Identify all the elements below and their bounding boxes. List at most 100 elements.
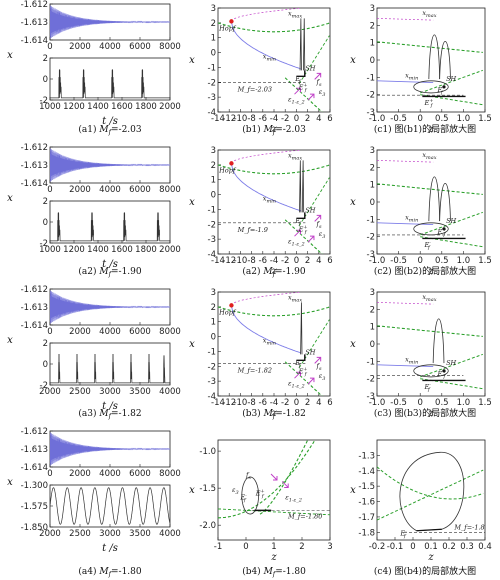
spike-loop bbox=[428, 34, 441, 80]
direction-arrow bbox=[307, 93, 315, 101]
plot-frame bbox=[49, 200, 171, 244]
x-tick-label: 0 bbox=[47, 42, 52, 52]
plot-area: E-f M_f=-1.80 bbox=[377, 451, 488, 539]
label-sub: s bbox=[319, 366, 322, 372]
label-base: ε bbox=[319, 372, 323, 380]
direction-arrow bbox=[294, 87, 302, 95]
y-tick-label: 2 bbox=[43, 54, 48, 64]
label-sub: f bbox=[427, 387, 431, 393]
caption-part: (b4) bbox=[242, 566, 263, 577]
x-tick-label: 0.1 bbox=[424, 542, 438, 552]
upper-branch-dashed bbox=[377, 183, 483, 195]
hopf-point bbox=[229, 19, 234, 24]
y-tick-label: -1.614 bbox=[21, 179, 48, 189]
x-axis-label: z bbox=[427, 408, 434, 419]
y-tick-label: -1 bbox=[367, 215, 375, 225]
x-axis-label: z bbox=[270, 266, 277, 277]
epsilon3-label: ε3 bbox=[319, 372, 326, 382]
x-tick-label: 0.3 bbox=[460, 542, 474, 552]
label-sub: f bbox=[440, 90, 444, 96]
mf-label: M_f=-2.03 bbox=[237, 86, 272, 94]
sh-label: SH bbox=[446, 359, 456, 367]
label-sub: s bbox=[319, 224, 322, 230]
decay-trace bbox=[50, 290, 170, 324]
y-axis-label: x bbox=[7, 50, 13, 61]
label-sup: - bbox=[300, 74, 302, 80]
plot-area bbox=[50, 212, 170, 242]
caption-m: M bbox=[263, 567, 274, 577]
label-sup: - bbox=[429, 240, 431, 246]
label-base: SH bbox=[305, 64, 315, 72]
x-axis-label: z bbox=[270, 124, 277, 135]
x-tick-label: 1.0 bbox=[457, 398, 471, 408]
x-tick-label: 8000 bbox=[159, 42, 181, 52]
ef-minus-label: E-f bbox=[294, 74, 302, 85]
x-tick-label: 0.4 bbox=[478, 542, 492, 552]
x-tick-label: 2 bbox=[305, 256, 310, 266]
y-tick-label: -2 bbox=[40, 239, 48, 249]
label-base: x bbox=[422, 9, 426, 17]
y-tick-label: -2 bbox=[40, 381, 48, 391]
x-tick-label: -0.5 bbox=[390, 114, 407, 124]
caption-b1: (b1) Mf=-2.03 bbox=[242, 124, 306, 136]
direction-arrow bbox=[314, 356, 322, 364]
caption-m: M bbox=[98, 267, 109, 277]
caption-part: (a2) bbox=[242, 266, 263, 277]
x-tick-label: 0 bbox=[410, 542, 415, 552]
y-tick-label: -2 bbox=[367, 375, 375, 385]
y-tick-label: 0 bbox=[43, 218, 48, 228]
caption-part: =-2.03 bbox=[275, 125, 306, 135]
x-axis-label: z bbox=[427, 124, 434, 135]
ef-label-b: E-f bbox=[436, 85, 444, 96]
y-tick-label: 1 bbox=[370, 39, 375, 49]
x-tick-label: 4000 bbox=[159, 387, 181, 397]
x-tick-label: 6 bbox=[327, 256, 332, 266]
spike-loop bbox=[299, 18, 302, 71]
y-tick-label: 0 bbox=[370, 198, 375, 208]
xmax-envelope bbox=[231, 292, 301, 306]
x-tick-label: 1.0 bbox=[457, 256, 471, 266]
caption-c3: (c3) 图(b3)的局部放大图 bbox=[374, 407, 476, 419]
xmin-label: xmin bbox=[263, 337, 276, 347]
ef-label-a: E-f bbox=[424, 240, 432, 251]
y-axis-label: x bbox=[350, 485, 356, 496]
x-tick-label: 2000 bbox=[39, 387, 61, 397]
timeseries-bottom-a2: 1000 1200 1400 1600 1800 2000 2 0 -2 bbox=[39, 197, 181, 255]
middle-branch-dashed bbox=[298, 177, 330, 227]
x-tick-label: 2000 bbox=[69, 469, 91, 479]
plot-area bbox=[50, 148, 170, 182]
label-base: x bbox=[405, 213, 409, 221]
label-base: Hopf bbox=[218, 24, 237, 32]
label-base: ε bbox=[319, 230, 323, 238]
y-tick-label: 3 bbox=[370, 146, 375, 156]
label-sub: s bbox=[319, 82, 322, 88]
x-tick-label: -4 bbox=[270, 398, 278, 408]
x-tick-label: 1400 bbox=[87, 245, 109, 255]
caption-f: f bbox=[272, 412, 277, 420]
x-tick-label: 4000 bbox=[159, 529, 181, 539]
label-base: E bbox=[436, 370, 442, 378]
caption-part: =-1.82 bbox=[275, 409, 306, 419]
limit-cycle bbox=[241, 476, 260, 515]
label-sup: + bbox=[261, 489, 265, 495]
x-tick-label: 2000 bbox=[159, 102, 181, 112]
x-axis-label: t /s bbox=[102, 401, 118, 412]
label-base: ε bbox=[288, 96, 292, 104]
y-tick-label: -1 bbox=[208, 63, 216, 73]
xmax-envelope bbox=[377, 18, 434, 21]
x-tick-label: -14 bbox=[211, 114, 225, 124]
x-tick-label: -1.0 bbox=[369, 398, 386, 408]
mf-label: M_f=-1.80 bbox=[453, 523, 488, 531]
label-sub: 3 bbox=[322, 376, 325, 382]
y-axis-label: x bbox=[7, 477, 13, 488]
x-axis-label: z bbox=[427, 266, 434, 277]
caption-part: (b1) bbox=[242, 124, 263, 135]
slow-path bbox=[416, 528, 442, 532]
label-base: E bbox=[424, 241, 430, 249]
upper-branch-dashed bbox=[218, 306, 330, 317]
x-tick-label: 1800 bbox=[135, 102, 157, 112]
y-tick-label: -3 bbox=[208, 235, 216, 245]
label-sup: + bbox=[442, 369, 446, 375]
bifurcation-b3: -14-12-10 -8 -6 -4 -2 0 2 4 63210-1-2-3-4xmaxHop… bbox=[208, 288, 333, 408]
